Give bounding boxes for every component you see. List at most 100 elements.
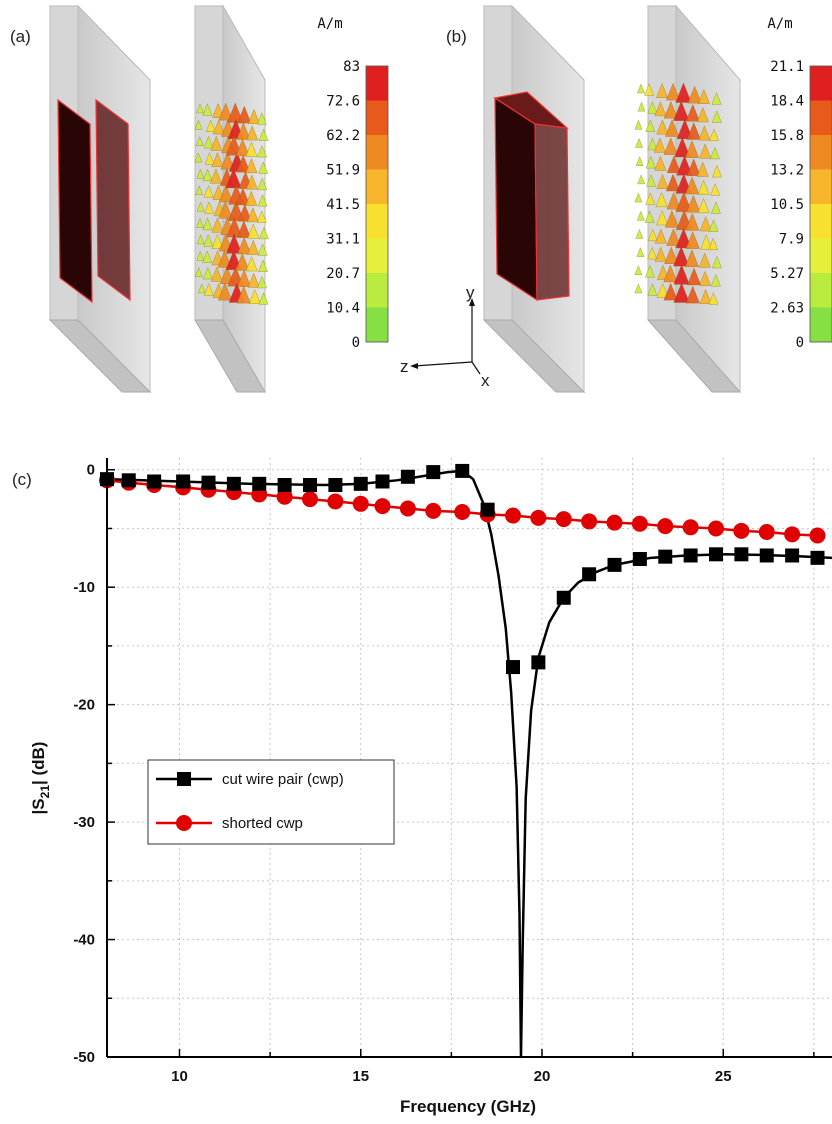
panel-b-current-field — [634, 4, 742, 394]
series-shorted-point — [581, 513, 598, 530]
panel-a-scale-segment — [366, 100, 388, 136]
panel-b-color-scale: A/m 21.1 18.4 15.8 13.2 10.5 7.9 5.27 2.63 0 — [767, 16, 832, 351]
series-shorted-point — [327, 493, 344, 510]
panel-b-scale-label: 18.4 — [770, 94, 804, 110]
series-cwp-point — [400, 469, 415, 484]
y-tick-label: -40 — [73, 932, 95, 949]
panel-b-scale-label: 2.63 — [770, 301, 804, 317]
series-shorted-point — [708, 520, 724, 537]
series-shorted-point — [606, 514, 623, 531]
series-shorted-point — [399, 500, 416, 517]
legend-entry-cwp: cut wire pair (cwp) — [222, 771, 344, 788]
panel-b-slab-geometry — [482, 4, 586, 394]
chart-axes — [106, 458, 832, 1058]
panel-a-scale-segment — [366, 204, 388, 239]
coordinate-axes-glyph: y z x — [400, 283, 490, 390]
panel-c-label: (c) — [12, 470, 32, 489]
panel-b-scale-segment — [810, 169, 832, 205]
panel-b-label: (b) — [446, 27, 467, 46]
series-shorted-point — [809, 527, 826, 544]
series-cwp-point — [480, 502, 495, 517]
chart-ticks: 10 15 20 25 0 -10 -20 -30 -40 -50 — [73, 462, 815, 1085]
axis-x-letter: x — [481, 371, 490, 390]
back-plate — [95, 98, 131, 302]
panel-a-current-field — [194, 4, 269, 394]
series-shorted-point — [758, 523, 775, 540]
panel-a-scale-label: 72.6 — [326, 94, 360, 110]
panel-a-scale-segment — [366, 238, 388, 274]
panel-a-scale-segment — [366, 169, 388, 205]
panel-b-scale-segment — [810, 66, 832, 101]
panel-a-label: (a) — [10, 27, 31, 46]
series-cwp-point — [277, 478, 292, 493]
series-cwp-point — [303, 478, 317, 493]
panel-b: (b) A/m 21.1 18.4 15.8 13.2 10.5 7.9 5.27 2.63 0 — [446, 4, 832, 394]
series-cwp-point — [121, 473, 136, 488]
series-shorted-point — [425, 502, 442, 519]
series-cwp-point — [658, 549, 673, 564]
series-cwp-point — [506, 660, 520, 675]
y-axis-title-main: |S — [29, 798, 48, 814]
panel-a-scale-label: 10.4 — [326, 301, 360, 317]
panel-a-scale-segment — [366, 307, 388, 343]
panel-b-scale-segment — [810, 238, 832, 274]
chart-grid — [107, 458, 832, 1057]
panel-c: (c) 10 15 20 25 0 -10 -20 -30 -40 -50 Frequency (… — [12, 458, 832, 1116]
panel-a-scale-segment — [366, 135, 388, 170]
y-axis-title-end: | (dB) — [29, 742, 48, 785]
series-cwp-point — [353, 476, 368, 491]
axis-z-letter: z — [400, 357, 409, 376]
shorted-front-plate — [494, 96, 538, 302]
x-tick-label: 20 — [534, 1068, 551, 1085]
series-cwp-point — [607, 557, 622, 572]
series-cwp-point — [683, 548, 698, 563]
series-cwp-point — [201, 475, 216, 490]
legend-marker-circle — [176, 815, 192, 831]
series-cwp-point — [426, 465, 441, 480]
x-tick-label: 15 — [352, 1068, 369, 1085]
panel-a-scale-segment — [366, 273, 388, 308]
series-shorted-point — [374, 498, 391, 515]
series-cwp-point — [759, 548, 774, 563]
panel-a-scale-segment — [366, 66, 388, 101]
panel-a-scale-label: 62.2 — [326, 128, 360, 144]
series-cwp-point — [785, 548, 800, 563]
panel-a-scale-label: 83 — [343, 59, 360, 75]
front-plate — [57, 98, 93, 304]
x-tick-label: 10 — [171, 1068, 188, 1085]
panel-b-unit: A/m — [767, 16, 792, 32]
y-tick-label: -50 — [73, 1049, 95, 1066]
panel-b-scale-segment — [810, 135, 832, 170]
series-shorted-point — [555, 511, 572, 528]
y-tick-label: -20 — [73, 697, 95, 714]
series-shorted-point — [784, 526, 801, 543]
series-shorted-point — [505, 507, 521, 524]
series-cwp-point — [328, 478, 343, 493]
y-axis-title-sub: 21 — [38, 785, 52, 799]
series-shorted-point — [631, 515, 648, 532]
series-shorted-point — [530, 509, 547, 526]
series-cwp-point — [147, 474, 162, 489]
series-shorted-point — [352, 495, 369, 512]
series-cwp-point — [734, 547, 749, 562]
series-shorted-point — [682, 519, 699, 536]
legend-entry-shorted: shorted cwp — [222, 815, 303, 832]
series-cwp-point — [810, 550, 825, 565]
series-cwp-point — [176, 474, 191, 489]
series-cwp-point — [531, 655, 546, 670]
panel-b-scale-segment — [810, 204, 832, 239]
panel-b-scale-label: 21.1 — [770, 59, 804, 75]
panel-a-scale-label: 0 — [352, 335, 360, 351]
axis-y-letter: y — [466, 283, 475, 302]
panel-b-scale-segment — [810, 100, 832, 136]
y-tick-label: -10 — [73, 579, 95, 596]
legend-marker-square — [177, 772, 191, 786]
panel-b-scale-label: 5.27 — [770, 266, 804, 282]
y-axis-title: |S21| (dB) — [29, 742, 52, 815]
series-shorted-point — [276, 488, 293, 505]
panel-a: (a) A/m 83 72.6 62.2 51.9 41.5 31.1 20.7 10.4 0 — [10, 4, 389, 394]
panel-a-scale-label: 31.1 — [326, 232, 360, 248]
panel-a-slab-geometry — [48, 4, 152, 394]
chart-markers — [99, 463, 826, 675]
panel-b-scale-label: 13.2 — [770, 163, 804, 179]
